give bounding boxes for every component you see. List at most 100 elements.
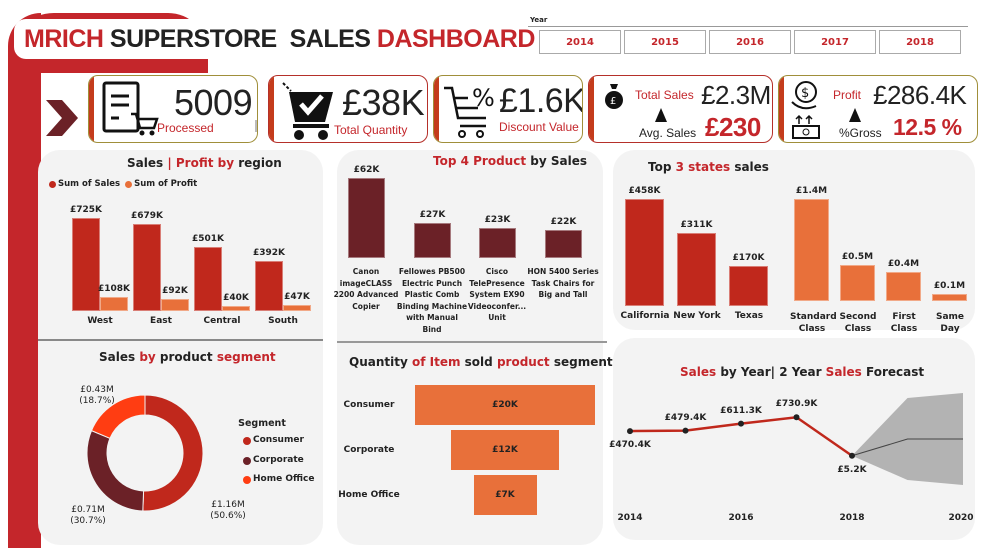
data-label: £92K	[162, 286, 188, 297]
data-label: £458K	[628, 186, 661, 196]
funnel-bar	[415, 385, 595, 425]
data-label: £22K	[550, 216, 577, 227]
forecast-line	[851, 438, 963, 457]
money-bag-icon: £	[605, 84, 623, 109]
data-label: £5.2K	[837, 464, 867, 475]
x-tick-label: 2018	[839, 513, 865, 523]
category-label: Same Day	[935, 312, 965, 334]
legend-label: Home Office	[253, 474, 315, 484]
kpi-quantity-value: £38K	[342, 82, 425, 123]
data-label: £311K	[680, 220, 713, 231]
bar-product	[414, 223, 451, 258]
kpi-avg-sales-label: Avg. Sales	[639, 126, 697, 140]
kpi-orders-label: Processed	[157, 121, 214, 135]
year-option-2014[interactable]: 2014	[539, 30, 621, 54]
bar-sales	[133, 223, 161, 311]
data-label: £0.5M	[841, 251, 874, 262]
donut-slice-home-office	[90, 394, 146, 440]
cart-check-icon	[282, 82, 333, 140]
year-option-2018[interactable]: 2018	[879, 30, 961, 54]
dollar-hand-icon: $	[791, 81, 820, 139]
category-label: California	[620, 311, 670, 321]
bar-state	[729, 266, 768, 306]
bar-sales	[255, 260, 283, 311]
data-label: £679K	[130, 210, 164, 221]
year-option-2016[interactable]: 2016	[709, 30, 791, 54]
scrollbar[interactable]	[255, 120, 257, 132]
data-label: £23K	[484, 215, 511, 226]
category-label: Cisco TelePresence System EX90 Videoconf…	[467, 267, 527, 322]
legend-swatch	[49, 180, 56, 188]
bar-state	[677, 233, 716, 306]
forecast-chart-title: Sales by Year| 2 Year Sales Forecast	[680, 365, 925, 379]
category-label: First Class	[890, 312, 918, 334]
category-label: Corporate	[343, 445, 395, 455]
category-label: West	[87, 316, 113, 326]
donut-data-label: £0.71M (30.7%)	[70, 505, 106, 526]
cart-percent-icon: %	[444, 84, 495, 138]
quantity-chart-title: Quantity of Item sold product segment	[349, 355, 613, 369]
page-title: MRICH SUPERSTORE SALES DASHBOARD	[14, 19, 535, 59]
data-label: £0.4M	[887, 258, 920, 269]
up-triangle-icon	[655, 108, 667, 122]
data-label: £730.9K	[775, 399, 818, 410]
kpi-gross-label: %Gross	[839, 126, 882, 140]
kpi-discount-value: £1.6K	[499, 82, 583, 120]
kpi-discount-label: Discount Value	[499, 120, 579, 134]
category-label: South	[268, 316, 298, 326]
category-label: Consumer	[343, 400, 395, 410]
data-point	[682, 427, 689, 434]
donut-slice-consumer	[142, 394, 204, 512]
category-label: Standard Class	[790, 312, 837, 334]
donut-data-label: £1.16M (50.6%)	[210, 500, 246, 521]
data-label: £725K	[69, 205, 103, 215]
svg-text:%: %	[472, 84, 495, 112]
legend-swatch	[125, 180, 133, 188]
data-label: £0.1M	[933, 280, 966, 291]
year-option-2015[interactable]: 2015	[624, 30, 706, 54]
legend-label: Sum of Sales	[58, 179, 121, 189]
legend-swatch	[243, 437, 251, 445]
data-label: £470.4K	[609, 440, 651, 451]
data-label: £62K	[353, 165, 380, 175]
category-label: HON 5400 Series Task Chairs for Big and …	[527, 267, 599, 299]
bar-sales	[72, 218, 100, 311]
kpi-orders-card: 5009 Processed	[88, 75, 258, 143]
divider	[337, 341, 607, 343]
bar-profit	[100, 297, 128, 311]
kpi-quantity-card: £38K Total Quantity	[268, 75, 428, 143]
kpi-profit-value: £286.4K	[873, 80, 967, 110]
category-label: East	[150, 316, 172, 326]
year-option-2017[interactable]: 2017	[794, 30, 876, 54]
kpi-avg-sales-value: £230	[705, 112, 761, 142]
order-list-cart-icon	[102, 81, 159, 136]
region-chart-title: Sales | Profit by region	[127, 156, 282, 170]
legend-label: Consumer	[253, 435, 304, 445]
donut-data-label: £0.43M (18.7%)	[79, 385, 115, 406]
data-label: £501K	[191, 233, 225, 244]
bar-profit	[222, 305, 250, 311]
kpi-sales-card: £ Total Sales £2.3M Avg. Sales £230	[588, 75, 773, 143]
category-label: Canon imageCLASS 2200 Advanced Copier	[333, 267, 399, 311]
up-triangle-icon	[849, 108, 861, 122]
kpi-profit-card: $ Profit £286.4K %Gross 12.5 %	[778, 75, 978, 143]
bar-product	[545, 229, 582, 258]
funnel-bar	[451, 430, 559, 470]
bar-shipmode	[794, 199, 829, 301]
category-label: Texas	[734, 311, 764, 321]
bar-profit	[161, 299, 189, 311]
title-part: MRICH	[24, 24, 110, 53]
divider	[38, 339, 323, 341]
kpi-sales-value: £2.3M	[701, 80, 771, 110]
bar-shipmode	[886, 271, 921, 301]
segment-chart-title: Sales by product segment	[99, 350, 276, 364]
states-chart-title: Top 3 states sales	[648, 160, 769, 174]
x-tick-label: 2014	[617, 513, 643, 523]
data-point	[793, 414, 800, 421]
bar-shipmode	[932, 293, 967, 301]
divider	[528, 26, 968, 27]
data-point	[849, 452, 855, 459]
bar-product	[479, 228, 516, 258]
legend-swatch	[243, 456, 251, 465]
